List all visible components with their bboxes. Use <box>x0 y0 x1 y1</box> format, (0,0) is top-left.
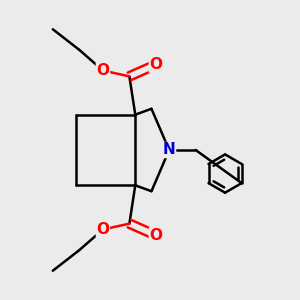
Text: N: N <box>163 142 175 158</box>
Text: O: O <box>96 222 110 237</box>
Text: O: O <box>149 57 162 72</box>
Text: O: O <box>149 228 162 243</box>
Text: O: O <box>96 63 110 78</box>
